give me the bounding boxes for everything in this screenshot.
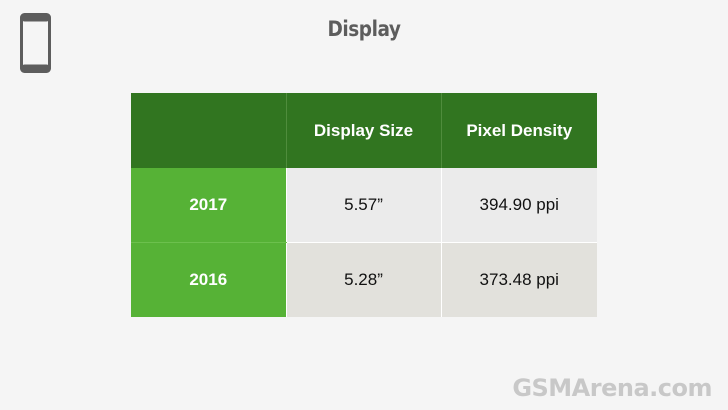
row-year-label: 2016 [131, 242, 286, 317]
display-size-value: 5.28” [285, 242, 441, 317]
table-row: 2017 5.57” 394.90 ppi [131, 168, 597, 243]
slide-title: Display [327, 17, 401, 41]
pixel-density-value: 373.48 ppi [440, 242, 597, 317]
gsmarena-watermark: GSMArena.com [512, 374, 712, 402]
header-display-size: Display Size [286, 93, 442, 168]
header-pixel-density: Pixel Density [441, 93, 597, 168]
smartphone-icon [20, 13, 51, 73]
table-row: 2016 5.28” 373.48 ppi [131, 242, 597, 317]
header-corner-cell [131, 93, 287, 168]
display-comparison-table: Display Size Pixel Density 2017 5.57” 39… [131, 93, 597, 317]
pixel-density-value: 394.90 ppi [440, 168, 597, 243]
table-header-row: Display Size Pixel Density [131, 93, 597, 168]
display-size-value: 5.57” [285, 168, 441, 243]
row-year-label: 2017 [131, 168, 286, 243]
